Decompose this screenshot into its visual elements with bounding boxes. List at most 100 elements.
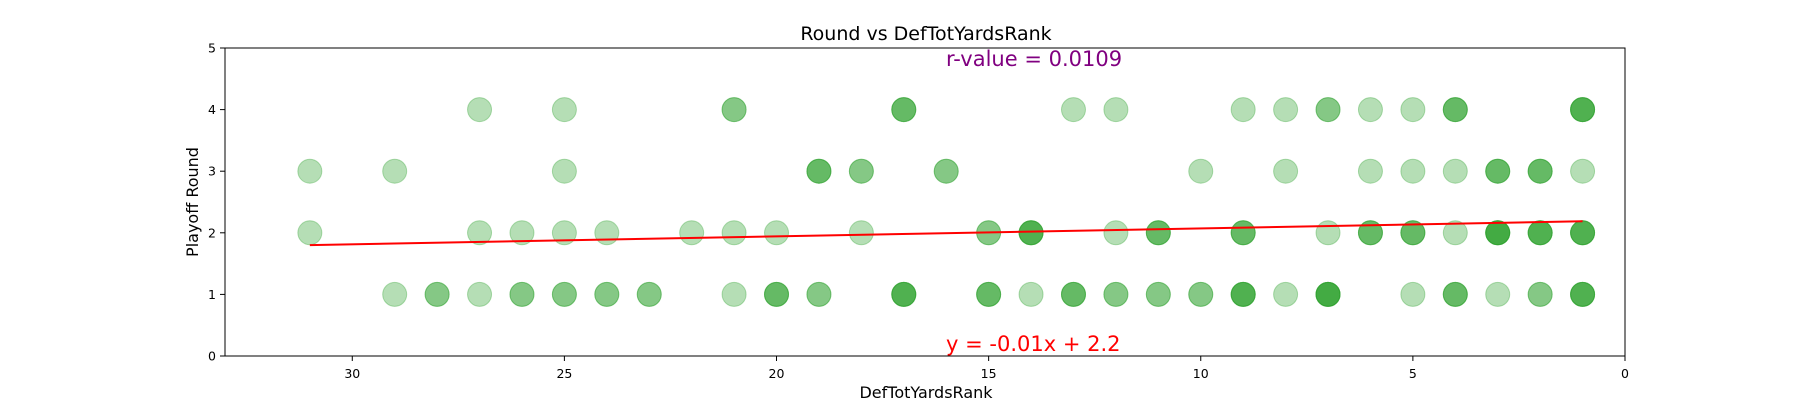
scatter-point <box>636 281 662 307</box>
scatter-point <box>636 281 662 307</box>
scatter-point <box>1145 281 1171 307</box>
scatter-point <box>1570 220 1596 246</box>
scatter-point <box>1442 97 1468 123</box>
chart-title: Round vs DefTotYardsRank <box>800 23 1051 45</box>
scatter-point <box>721 97 747 123</box>
scatter-point <box>848 220 874 246</box>
scatter-point <box>1400 97 1426 123</box>
scatter-point <box>1570 220 1596 246</box>
scatter-point <box>1145 281 1171 307</box>
scatter-point <box>382 281 408 307</box>
scatter-point <box>1570 281 1596 307</box>
scatter-point <box>1400 220 1426 246</box>
scatter-point <box>1485 220 1511 246</box>
scatter-point <box>891 281 917 307</box>
x-tick-label: 10 <box>1193 366 1209 381</box>
scatter-point <box>509 281 535 307</box>
r-value-annotation: r-value = 0.0109 <box>946 47 1122 71</box>
scatter-point <box>594 220 620 246</box>
x-tick-label: 20 <box>769 366 785 381</box>
scatter-point <box>1060 281 1086 307</box>
scatter-point <box>382 158 408 184</box>
scatter-point <box>1188 158 1214 184</box>
scatter-point <box>1570 220 1596 246</box>
scatter-point <box>1188 281 1214 307</box>
scatter-point <box>1570 220 1596 246</box>
scatter-point <box>1527 281 1553 307</box>
scatter-point <box>1230 281 1256 307</box>
scatter-point <box>1442 158 1468 184</box>
x-tick-label: 5 <box>1409 366 1417 381</box>
scatter-point <box>1103 281 1129 307</box>
scatter-point <box>1145 220 1171 246</box>
scatter-point <box>1400 220 1426 246</box>
scatter-point <box>1442 281 1468 307</box>
scatter-point <box>1315 281 1341 307</box>
scatter-point <box>297 158 323 184</box>
scatter-point <box>1485 158 1511 184</box>
x-tick-label: 30 <box>344 366 360 381</box>
plot-area-frame <box>224 47 1626 357</box>
scatter-point <box>1315 97 1341 123</box>
scatter-point <box>1357 158 1383 184</box>
scatter-point <box>848 158 874 184</box>
scatter-point <box>1527 220 1553 246</box>
scatter-point <box>1485 158 1511 184</box>
y-tick-label: 4 <box>208 102 216 117</box>
scatter-point <box>806 158 832 184</box>
scatter-point <box>467 220 493 246</box>
scatter-point <box>1527 220 1553 246</box>
scatter-point <box>976 281 1002 307</box>
scatter-point <box>1442 220 1468 246</box>
scatter-point <box>1103 97 1129 123</box>
scatter-point <box>1230 281 1256 307</box>
scatter-point <box>891 97 917 123</box>
scatter-point <box>1570 281 1596 307</box>
scatter-point <box>1230 97 1256 123</box>
scatter-point <box>551 158 577 184</box>
scatter-point <box>679 220 705 246</box>
scatter-point <box>1527 220 1553 246</box>
scatter-point <box>1103 220 1129 246</box>
scatter-point <box>976 281 1002 307</box>
scatter-point <box>933 158 959 184</box>
scatter-point <box>1442 281 1468 307</box>
scatter-point <box>891 97 917 123</box>
x-tick-label: 15 <box>981 366 997 381</box>
x-tick-label: 0 <box>1621 366 1629 381</box>
scatter-point <box>1315 281 1341 307</box>
scatter-point <box>1060 97 1086 123</box>
scatter-point <box>1103 281 1129 307</box>
scatter-point <box>424 281 450 307</box>
y-tick-label: 2 <box>208 225 216 240</box>
scatter-point <box>551 97 577 123</box>
scatter-point <box>1230 281 1256 307</box>
scatter-point <box>1357 220 1383 246</box>
scatter-point <box>1018 220 1044 246</box>
scatter-point <box>1315 97 1341 123</box>
scatter-point <box>1570 97 1596 123</box>
scatter-point <box>891 97 917 123</box>
scatter-point <box>1485 220 1511 246</box>
scatter-point <box>1357 220 1383 246</box>
scatter-point <box>1527 281 1553 307</box>
scatter-point <box>764 220 790 246</box>
scatter-point <box>1357 97 1383 123</box>
scatter-point <box>1485 220 1511 246</box>
scatter-point <box>806 158 832 184</box>
scatter-point <box>1145 220 1171 246</box>
scatter-point <box>806 281 832 307</box>
x-tick-label: 25 <box>556 366 572 381</box>
scatter-point <box>1145 220 1171 246</box>
scatter-point <box>1442 97 1468 123</box>
scatter-point <box>1570 281 1596 307</box>
scatter-point <box>1570 97 1596 123</box>
scatter-point <box>721 97 747 123</box>
scatter-point <box>806 158 832 184</box>
scatter-point <box>1485 158 1511 184</box>
x-axis-label: DefTotYardsRank <box>859 383 993 400</box>
scatter-point <box>509 220 535 246</box>
y-tick-label: 0 <box>208 349 216 364</box>
regression-line <box>309 220 1583 247</box>
